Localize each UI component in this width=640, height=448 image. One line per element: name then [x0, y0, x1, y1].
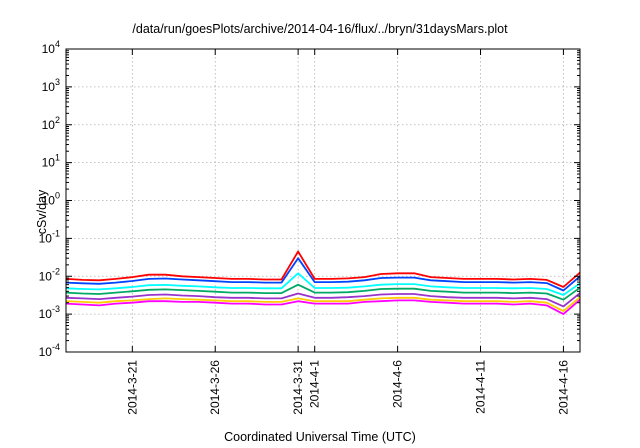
x-tick-label: 2014-3-26 [208, 360, 222, 415]
axis-layer: 10-4 10-3 10-2 10-1 100 101 102 103 104 2014-3-21… [39, 39, 580, 415]
series-layer [65, 250, 581, 316]
x-tick-label: 2014-3-21 [125, 360, 139, 415]
x-tick-label: 2014-4-11 [474, 360, 488, 414]
series-line [65, 272, 581, 296]
x-tick-label: 2014-4-6 [391, 360, 405, 408]
series-line [65, 296, 581, 313]
x-tick-label: 2014-3-31 [291, 360, 305, 415]
chart-title: /data/run/goesPlots/archive/2014-04-16/f… [132, 22, 508, 36]
x-axis-label: Coordinated Universal Time (UTC) [224, 430, 416, 444]
y-tick-label: 102 [42, 115, 60, 132]
y-tick-label: 10-1 [39, 228, 60, 245]
series-line [65, 299, 581, 316]
series-line [65, 292, 581, 308]
y-tick-label: 101 [42, 153, 60, 170]
y-tick-label: 103 [42, 77, 60, 94]
series-line [65, 250, 581, 288]
x-tick-label: 2014-4-16 [556, 360, 570, 415]
y-tick-label: 10-4 [39, 342, 60, 359]
y-tick-label: 10-3 [39, 304, 60, 321]
grid-layer [66, 49, 580, 352]
series-line [65, 257, 581, 292]
y-tick-label: 100 [42, 191, 60, 208]
y-tick-label: 10-2 [39, 266, 60, 283]
x-tick-label: 2014-4-1 [308, 360, 322, 408]
series-line [65, 283, 581, 301]
y-tick-label: 104 [42, 39, 60, 56]
